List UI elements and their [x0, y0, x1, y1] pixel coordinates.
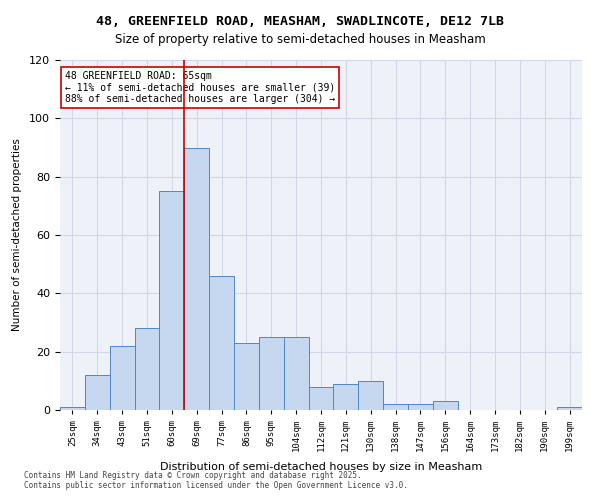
- Bar: [160, 192, 184, 410]
- Text: 48 GREENFIELD ROAD: 65sqm
← 11% of semi-detached houses are smaller (39)
88% of : 48 GREENFIELD ROAD: 65sqm ← 11% of semi-…: [65, 70, 335, 104]
- Text: Size of property relative to semi-detached houses in Measham: Size of property relative to semi-detach…: [115, 32, 485, 46]
- Y-axis label: Number of semi-detached properties: Number of semi-detached properties: [12, 138, 22, 332]
- X-axis label: Distribution of semi-detached houses by size in Measham: Distribution of semi-detached houses by …: [160, 462, 482, 472]
- Text: 48, GREENFIELD ROAD, MEASHAM, SWADLINCOTE, DE12 7LB: 48, GREENFIELD ROAD, MEASHAM, SWADLINCOT…: [96, 15, 504, 28]
- Bar: [408, 404, 433, 410]
- Bar: [110, 346, 134, 410]
- Text: Contains HM Land Registry data © Crown copyright and database right 2025.
Contai: Contains HM Land Registry data © Crown c…: [24, 470, 408, 490]
- Bar: [259, 337, 284, 410]
- Bar: [209, 276, 234, 410]
- Bar: [334, 384, 358, 410]
- Bar: [433, 401, 458, 410]
- Bar: [234, 343, 259, 410]
- Bar: [557, 407, 582, 410]
- Bar: [184, 148, 209, 410]
- Bar: [308, 386, 334, 410]
- Bar: [358, 381, 383, 410]
- Bar: [284, 337, 308, 410]
- Bar: [134, 328, 160, 410]
- Bar: [60, 407, 85, 410]
- Bar: [383, 404, 408, 410]
- Bar: [85, 375, 110, 410]
